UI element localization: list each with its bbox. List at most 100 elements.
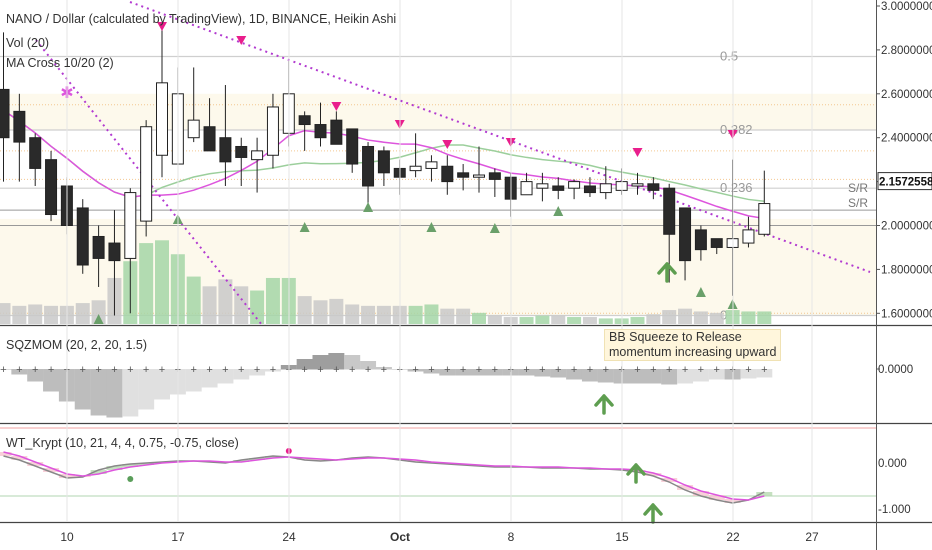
sqzmom-cross-marker: + <box>476 364 482 376</box>
volume-bar <box>329 298 344 324</box>
wt-tick-label: -1.000 <box>878 504 911 516</box>
volume-bar <box>218 279 233 324</box>
sqzmom-cross-marker: + <box>745 364 751 376</box>
candle-body <box>599 183 612 194</box>
volume-bar <box>75 303 90 324</box>
sqzmom-title[interactable]: SQZMOM (20, 2, 20, 1.5) <box>6 338 148 352</box>
sqzmom-bar <box>692 369 709 382</box>
fib-level-label: 0.5 <box>720 48 738 63</box>
volume-bar <box>693 311 708 324</box>
sell-signal-icon <box>236 36 247 45</box>
x-tick-label: Oct <box>390 530 410 544</box>
volume-indicator-label[interactable]: Vol (20) <box>6 36 50 50</box>
candle-body <box>108 242 121 262</box>
sqzmom-cross-marker: + <box>301 364 307 376</box>
volume-bar <box>630 317 645 324</box>
wt-tick-label: 0.000 <box>878 458 907 470</box>
sqzmom-bar <box>407 369 424 372</box>
candle-body <box>742 229 755 244</box>
sqzmom-bar <box>154 369 170 400</box>
candle-body <box>473 174 485 178</box>
volume-bar <box>139 243 154 324</box>
candle-body <box>377 150 390 174</box>
price-tick-label: 2.80000000 <box>881 45 932 57</box>
volume-bar <box>598 318 613 324</box>
wt-fill <box>692 491 709 496</box>
wt-fill <box>233 460 250 462</box>
sr-label: S/R <box>848 181 868 195</box>
candle-body <box>631 183 644 187</box>
sqzmom-cross-marker: + <box>333 364 339 376</box>
volume-bar <box>757 311 772 324</box>
sqzmom-bar <box>518 369 535 376</box>
candle-body <box>156 82 168 156</box>
wt-fill <box>264 456 281 458</box>
wt-fill <box>756 492 773 496</box>
annotation-line-1: BB Squeeze to Release <box>609 330 742 344</box>
volume-bar <box>709 312 724 324</box>
sell-signal-icon <box>632 148 643 157</box>
sqzmom-bar <box>375 367 392 370</box>
volume-bar <box>186 276 201 324</box>
sqzmom-cross-marker: + <box>190 364 196 376</box>
sqzmom-cross-marker: + <box>80 364 86 376</box>
sqzmom-cross-marker: + <box>428 364 434 376</box>
wt-fill <box>0 452 12 456</box>
wt-fill <box>708 495 725 500</box>
sqzmom-cross-marker: + <box>16 364 22 376</box>
x-tick-label: 22 <box>726 530 740 544</box>
sqzmom-bar <box>233 369 250 380</box>
ma-cross-indicator-label[interactable]: MA Cross 10/20 (2) <box>6 56 114 70</box>
candle-body <box>362 145 375 187</box>
volume-bar <box>646 314 661 324</box>
candle-body <box>409 165 422 172</box>
sqzmom-cross-marker: + <box>365 364 371 376</box>
up-arrow-icon <box>657 262 677 283</box>
candle-body <box>457 172 470 178</box>
sqzmom-cross-marker: + <box>444 364 450 376</box>
volume-bar <box>408 305 423 324</box>
volume-bar <box>28 304 43 324</box>
symbol-title[interactable]: NANO / Dollar (calculated by TradingView… <box>6 12 397 26</box>
sell-signal-icon <box>442 140 453 149</box>
up-arrow-icon <box>594 394 614 415</box>
volume-bar <box>313 300 328 324</box>
candle-body <box>663 187 676 235</box>
sell-signal-icon <box>331 102 342 111</box>
candle-body <box>92 235 105 259</box>
sqzmom-cross-marker: + <box>32 364 38 376</box>
candle-body <box>694 229 707 251</box>
sqzmom-pane: + + + + + + + + + + + + + + + + + + + + + + + + + + + + + + + + + + + + + + + +… <box>0 353 773 418</box>
sqzmom-bar <box>550 369 567 378</box>
sqzmom-cross-marker: + <box>127 364 133 376</box>
buy-signal-icon <box>426 222 437 232</box>
buy-signal-icon <box>553 206 564 216</box>
candle-body <box>552 185 565 191</box>
volume-bar <box>535 315 550 324</box>
price-tick-label: 2.60000000 <box>881 89 932 101</box>
sqzmom-cross-marker: + <box>412 364 418 376</box>
sqzmom-bar <box>740 369 757 379</box>
x-tick-label: 15 <box>615 530 629 544</box>
candle-body <box>583 185 596 194</box>
sqzmom-bar <box>439 369 456 376</box>
candle-body <box>346 128 359 165</box>
candle-body <box>647 183 660 191</box>
sqzmom-bar <box>708 369 725 380</box>
fib-level-label: 0.236 <box>720 180 753 195</box>
wt-fill <box>90 470 107 474</box>
last-price-box <box>877 172 932 191</box>
sqzmom-cross-marker: + <box>587 364 593 376</box>
sqzmom-bar <box>455 369 472 376</box>
wt-fill <box>312 459 329 461</box>
wt-title[interactable]: WT_Krypt (10, 21, 4, 4, 0.75, -0.75, clo… <box>6 436 239 450</box>
x-tick-label: 10 <box>60 530 74 544</box>
sqzmom-bar <box>312 355 329 370</box>
sqzmom-cross-marker: + <box>714 364 720 376</box>
wt-fill <box>677 485 694 490</box>
volume-bar <box>678 308 693 324</box>
candle-body <box>536 183 549 189</box>
sqzmom-bar <box>27 369 44 382</box>
candle-body <box>0 88 10 139</box>
sqzmom-cross-marker: + <box>349 364 355 376</box>
